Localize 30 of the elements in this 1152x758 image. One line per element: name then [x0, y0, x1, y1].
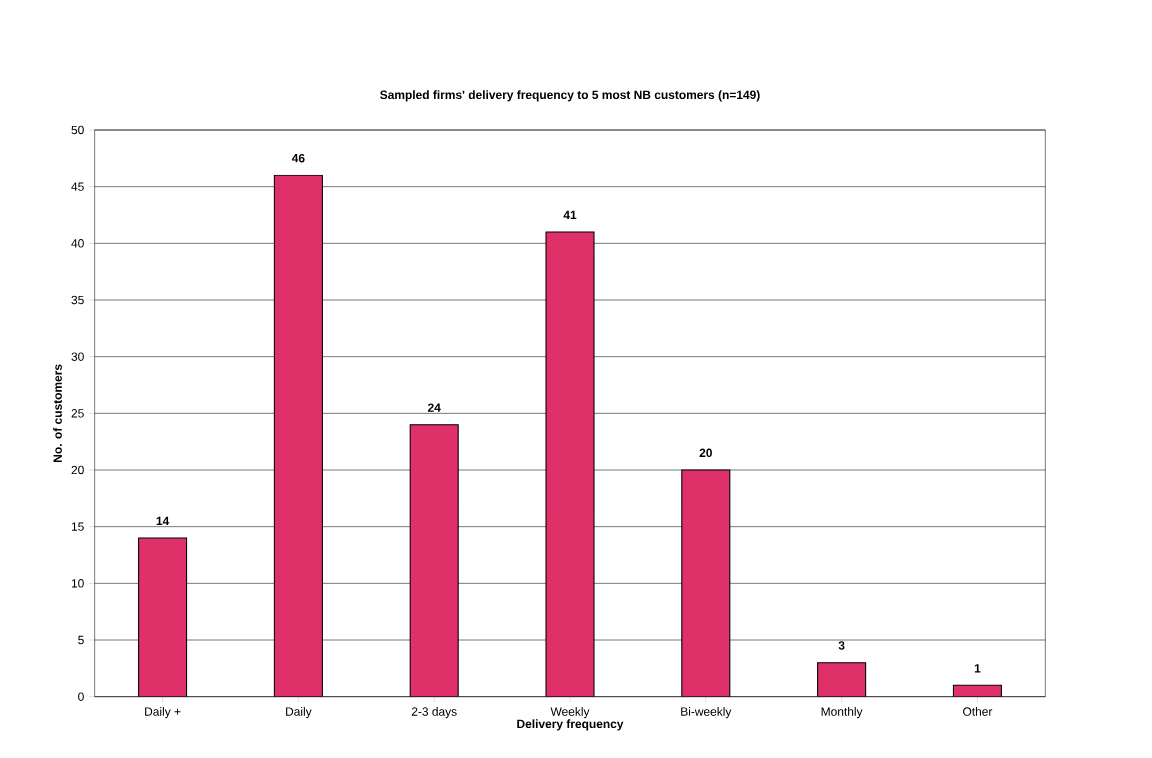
data-label: 20	[699, 448, 712, 458]
x-tick-label: Daily	[286, 707, 312, 719]
x-tick-label: Bi-weekly	[681, 707, 732, 719]
bar	[952, 684, 1002, 697]
data-label: 14	[156, 516, 170, 526]
bar	[817, 662, 867, 697]
x-tick-label: Daily +	[145, 707, 181, 719]
y-axis-title: No. of customers	[53, 364, 62, 462]
y-tick-label: 45	[71, 182, 84, 191]
y-tick-label: 0	[78, 692, 84, 701]
y-tick-label: 15	[71, 522, 84, 531]
y-tick-label: 30	[71, 352, 84, 361]
y-tick-label: 40	[71, 239, 84, 248]
data-label: 1	[974, 664, 981, 673]
x-tick-label: Other	[963, 707, 993, 716]
x-tick-label: Monthly	[821, 707, 863, 719]
data-label: 24	[427, 403, 441, 412]
x-axis-title: Delivery frequency	[517, 719, 624, 731]
y-tick-label: 5	[78, 635, 84, 645]
y-tick-label: 10	[71, 579, 84, 588]
chart-title: Sampled firms' delivery frequency to 5 most NB customers (n=149)	[380, 90, 760, 102]
y-tick-label: 20	[71, 465, 84, 475]
x-tick-label: 2-3 days	[411, 707, 457, 719]
x-tick-label: Weekly	[550, 707, 590, 719]
y-tick-label: 50	[71, 125, 84, 135]
data-label: 3	[838, 641, 845, 650]
y-tick-label: 25	[71, 409, 84, 418]
data-label: 46	[291, 153, 305, 163]
data-label: 41	[563, 210, 577, 220]
y-tick-label: 35	[71, 295, 84, 305]
